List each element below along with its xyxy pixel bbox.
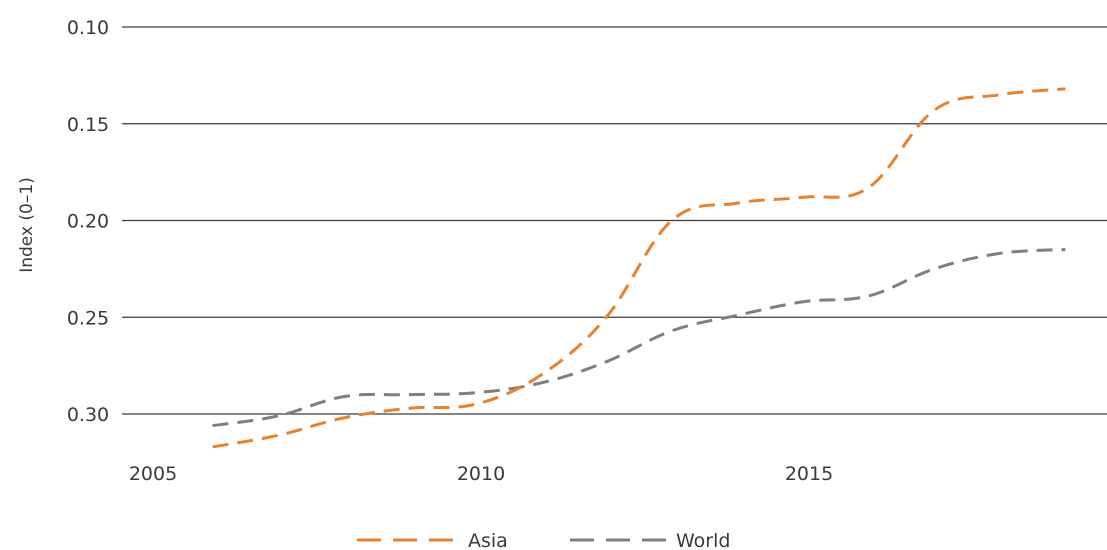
y-tick-label: 0.20 [67, 211, 109, 233]
y-tick-label: 0.15 [67, 114, 109, 136]
y-tick-label: 0.10 [67, 17, 109, 39]
x-tick-label: 2010 [457, 463, 505, 485]
grid-lines [122, 26, 1107, 415]
y-axis-ticks: 0.10 0.15 0.20 0.25 0.30 [67, 17, 109, 426]
legend: Asia World [357, 530, 730, 550]
x-tick-label: 2015 [785, 463, 833, 485]
y-tick-label: 0.30 [67, 404, 109, 426]
legend-label-world: World [676, 530, 730, 550]
y-tick-label: 0.25 [67, 307, 109, 329]
series-line-world [212, 248, 1066, 428]
x-tick-label: 2005 [129, 463, 177, 485]
series-lines [212, 87, 1066, 449]
y-axis-title: Index (0–1) [17, 177, 37, 273]
series-line-asia [212, 87, 1066, 449]
x-axis-ticks: 2005201020152020 [129, 463, 833, 485]
legend-label-asia: Asia [468, 530, 508, 550]
